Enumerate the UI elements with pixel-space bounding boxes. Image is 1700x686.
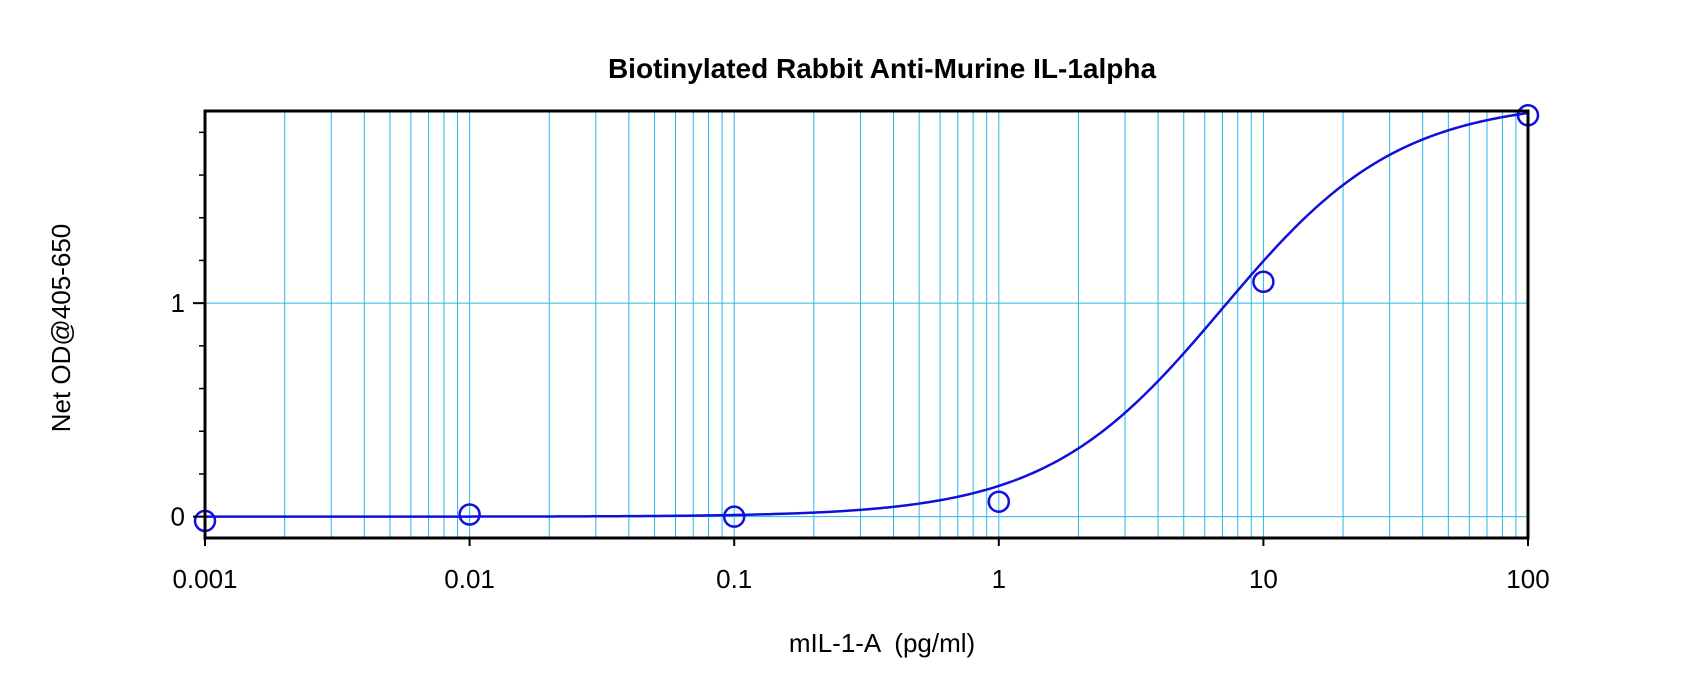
x-tick-label: 1 [992, 564, 1006, 594]
y-ticks: 01 [171, 288, 205, 532]
data-point [1252, 270, 1275, 294]
data-point [987, 490, 1011, 513]
y-tick-label: 0 [171, 502, 185, 532]
chart-title: Biotinylated Rabbit Anti-Murine IL-1alph… [608, 53, 1157, 84]
gridlines [204, 111, 1528, 538]
x-tick-label: 100 [1506, 564, 1549, 594]
data-points [193, 104, 1540, 533]
plot-frame [203, 109, 1530, 540]
y-tick-label: 1 [171, 288, 185, 318]
x-ticks: 0.001 0.01 0.1 1 10 100 [172, 538, 1550, 594]
data-point [458, 503, 481, 526]
x-axis-label: mIL-1-A (pg/ml) [789, 628, 975, 658]
y-axis-label: Net OD@405-650 [46, 224, 76, 433]
x-tick-label: 0.1 [716, 564, 752, 594]
fit-curve [205, 111, 1529, 518]
x-tick-label: 10 [1249, 564, 1278, 594]
data-point [722, 505, 746, 528]
x-tick-label: 0.01 [444, 564, 495, 594]
x-tick-label: 0.001 [172, 564, 237, 594]
